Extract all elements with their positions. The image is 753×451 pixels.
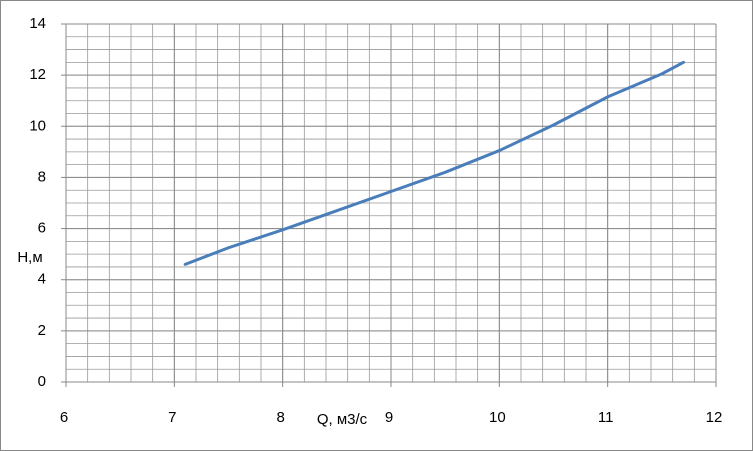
x-tick-label: 10 (489, 409, 506, 426)
y-tick-label: 6 (38, 220, 46, 237)
x-tick-label: 8 (276, 409, 284, 426)
y-tick-label: 8 (38, 168, 46, 185)
x-tick-label: 7 (168, 409, 176, 426)
y-tick-label: 10 (29, 117, 46, 134)
y-tick-label: 0 (38, 373, 46, 390)
y-tick-label: 4 (38, 271, 46, 288)
x-tick-label: 9 (385, 409, 393, 426)
data-line (183, 60, 685, 266)
y-tick-label: 2 (38, 322, 46, 339)
y-tick-label: 14 (29, 15, 46, 32)
x-tick-label: 12 (706, 409, 723, 426)
x-tick-label: 11 (598, 409, 614, 426)
x-axis-label: Q, м3/с (317, 411, 368, 428)
y-axis-label: H,м (17, 249, 42, 266)
x-tick-label: 6 (60, 409, 68, 426)
y-tick-label: 12 (29, 66, 46, 83)
